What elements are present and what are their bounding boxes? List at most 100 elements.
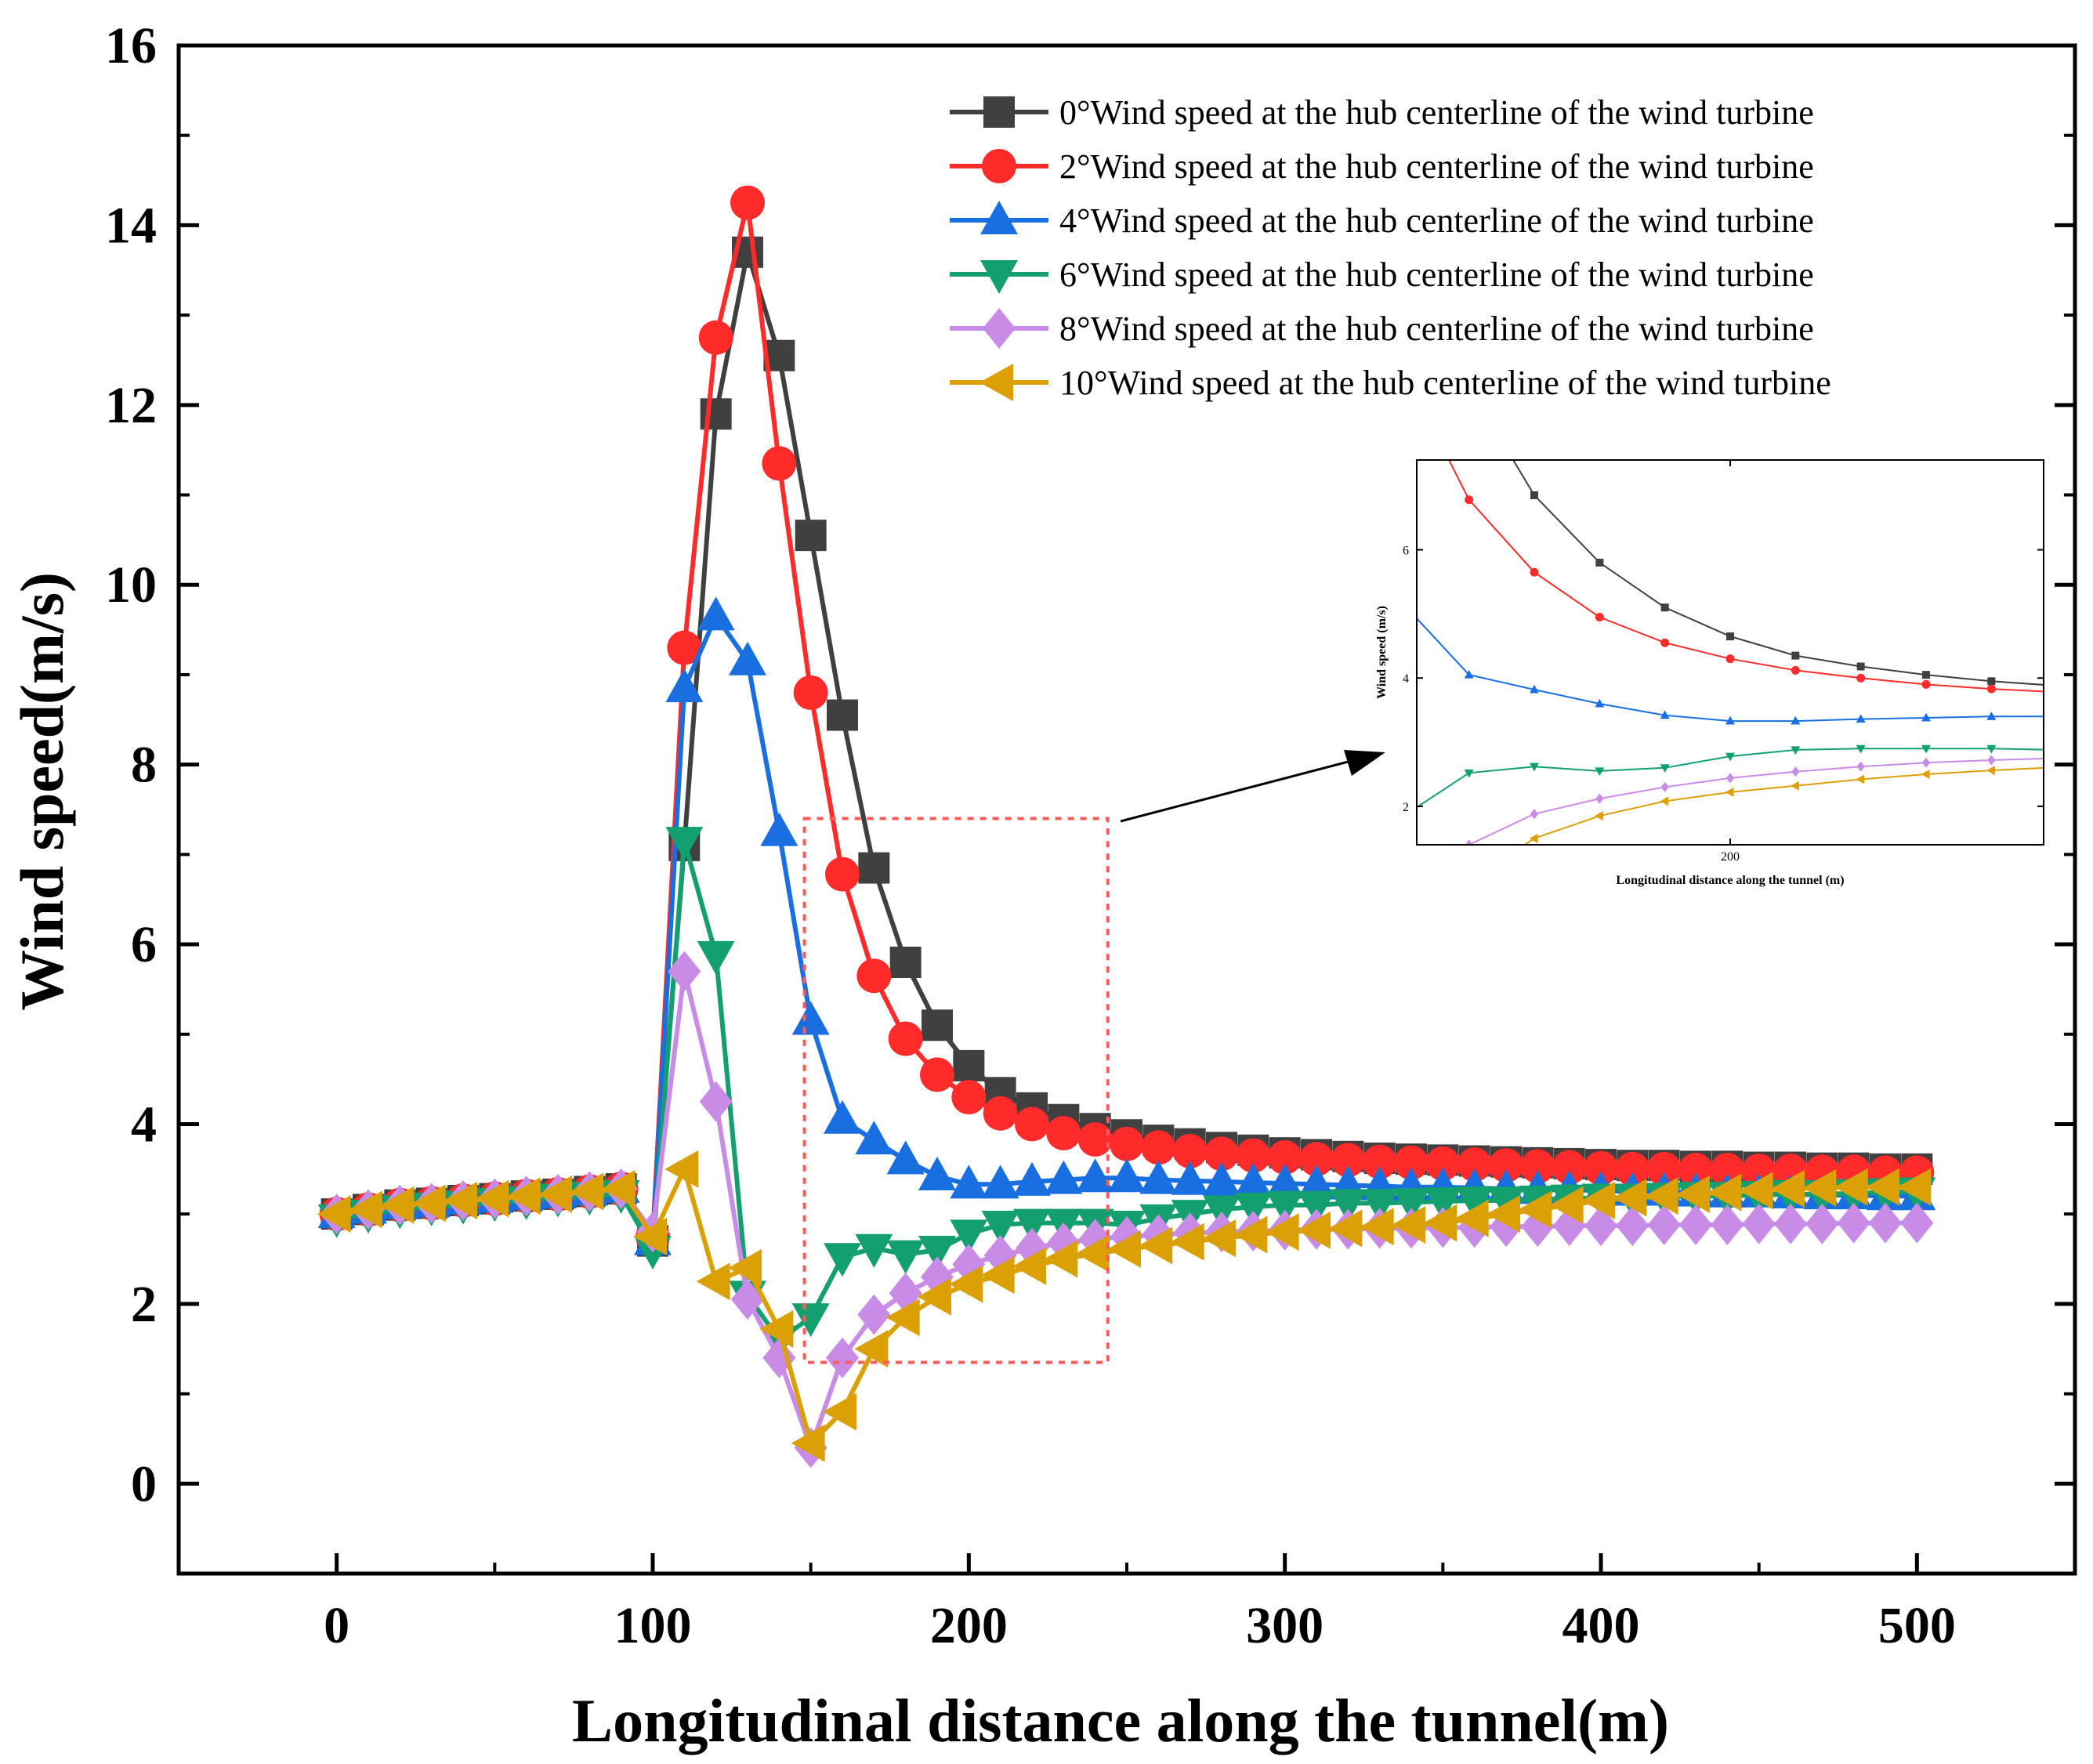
- inset-data-point-s1-17: [1530, 568, 1539, 577]
- data-point-s1-17: [856, 958, 891, 993]
- y-tick-label: 2: [131, 1276, 157, 1333]
- inset-data-point-s1-18: [1595, 613, 1604, 621]
- data-point-s0-20: [953, 1050, 984, 1081]
- legend-item-4: 8°Wind speed at the hub centerline of th…: [950, 308, 1814, 349]
- data-point-s0-17: [858, 853, 889, 884]
- data-point-s1-15: [794, 676, 828, 710]
- data-point-s1-22: [1015, 1107, 1049, 1141]
- inset-data-point-s4-15: [1400, 904, 1408, 914]
- series-3: [318, 827, 1936, 1360]
- data-point-s2-28: [1203, 1162, 1240, 1196]
- y-axis-title: Wind speed(m/s): [8, 572, 76, 1011]
- x-tick-label: 500: [1878, 1597, 1956, 1654]
- x-tick-label: 100: [614, 1597, 692, 1654]
- legend-label: 8°Wind speed at the hub centerline of th…: [1059, 310, 1814, 348]
- data-point-s3-15: [792, 1303, 830, 1337]
- data-point-s1-24: [1078, 1122, 1113, 1157]
- inset-data-point-s5-14: [1334, 820, 1342, 829]
- legend-item-1: 2°Wind speed at the hub centerline of th…: [950, 147, 1814, 186]
- data-point-s1-23: [1046, 1116, 1081, 1150]
- data-point-s1-14: [762, 446, 796, 480]
- data-point-s4-46: [1774, 1204, 1807, 1244]
- inset-data-point-s1-16: [1465, 495, 1473, 504]
- legend-item-2: 4°Wind speed at the hub centerline of th…: [950, 201, 1814, 240]
- data-point-s2-15: [792, 1002, 830, 1035]
- data-point-s1-13: [730, 186, 765, 220]
- data-point-s3-16: [824, 1243, 861, 1277]
- data-point-s0-18: [890, 947, 922, 978]
- inset-background: [1417, 460, 2044, 845]
- inset-x-tick-label: 200: [1721, 850, 1740, 864]
- series-line-4: [337, 972, 1917, 1448]
- x-tick-label: 0: [324, 1597, 349, 1654]
- legend-item-0: 0°Wind speed at the hub centerline of th…: [950, 93, 1814, 132]
- zoom-arrow-line: [1121, 760, 1354, 821]
- data-point-s4-47: [1805, 1204, 1838, 1244]
- zoom-indicator: [805, 750, 1385, 1362]
- y-tick-label: 12: [105, 377, 157, 434]
- inset-x-axis-title: Longitudinal distance along the tunnel (…: [1616, 874, 1844, 887]
- legend-label: 0°Wind speed at the hub centerline of th…: [1059, 93, 1814, 132]
- zoom-arrow-head: [1344, 750, 1385, 776]
- inset-data-point-s0-25: [2053, 682, 2061, 690]
- legend-marker: [980, 260, 1018, 294]
- y-tick-label: 0: [131, 1455, 157, 1512]
- x-tick-label: 300: [1246, 1597, 1324, 1654]
- legend-marker: [980, 364, 1013, 401]
- data-point-s2-27: [1171, 1161, 1209, 1195]
- inset-data-point-s5-16: [1464, 878, 1472, 888]
- y-tick-label: 10: [105, 556, 157, 614]
- y-tick-label: 16: [105, 17, 157, 74]
- y-tick-label: 4: [131, 1096, 157, 1153]
- data-point-s0-19: [922, 1009, 953, 1041]
- inset-data-point-s2-14: [1334, 465, 1343, 473]
- inset-data-point-s0-24: [1987, 677, 1995, 685]
- inset-data-point-s0-20: [1726, 632, 1734, 640]
- legend-item-5: 10°Wind speed at the hub centerline of t…: [950, 364, 1831, 402]
- data-point-s1-20: [951, 1080, 986, 1114]
- x-axis-title: Longitudinal distance along the tunnel(m…: [572, 1686, 1669, 1755]
- data-point-s5-11: [664, 1150, 698, 1188]
- inset-data-point-s5-15: [1399, 901, 1407, 911]
- legend-marker: [983, 96, 1015, 128]
- data-point-s1-21: [983, 1096, 1018, 1131]
- data-point-s2-19: [918, 1157, 956, 1190]
- inset-data-point-s3-14: [1334, 828, 1343, 837]
- data-point-s2-24: [1077, 1158, 1114, 1192]
- legend-marker: [982, 149, 1016, 183]
- inset-data-point-s2-15: [1399, 599, 1408, 608]
- x-tick-label: 200: [930, 1597, 1008, 1654]
- inset-data-point-s0-21: [1791, 652, 1799, 660]
- inset-data-point-s4-14: [1334, 840, 1343, 850]
- inset-data-point-s0-19: [1661, 603, 1669, 611]
- legend-label: 10°Wind speed at the hub centerline of t…: [1059, 364, 1831, 402]
- data-point-s1-16: [825, 857, 860, 892]
- legend-label: 4°Wind speed at the hub centerline of th…: [1059, 201, 1814, 240]
- data-point-s4-45: [1743, 1204, 1776, 1244]
- x-tick-label: 400: [1563, 1597, 1640, 1654]
- y-tick-label: 14: [105, 197, 157, 254]
- inset-data-point-s0-23: [1922, 671, 1930, 679]
- y-tick-label: 8: [131, 737, 157, 794]
- data-point-s0-15: [795, 520, 827, 551]
- inset-data-point-s3-25: [2052, 746, 2062, 755]
- inset-data-point-s2-25: [2052, 712, 2062, 720]
- series-5: [317, 1150, 1932, 1462]
- inset-data-point-s1-25: [2052, 688, 2061, 697]
- data-point-s2-14: [760, 813, 798, 846]
- inset-data-point-s1-22: [1856, 674, 1865, 683]
- y-tick-label: 6: [131, 916, 157, 973]
- data-point-s4-44: [1711, 1204, 1744, 1245]
- inset-y-axis-title: Wind speed (m/s): [1375, 606, 1389, 699]
- data-point-s1-25: [1110, 1127, 1144, 1161]
- data-point-s2-16: [824, 1100, 861, 1134]
- inset-data-point-s0-17: [1530, 491, 1538, 499]
- data-point-s1-26: [1141, 1130, 1175, 1165]
- legend-marker: [980, 201, 1018, 234]
- inset-y-tick-label: 6: [1403, 545, 1409, 558]
- inset-data-point-s1-24: [1987, 685, 1996, 694]
- series-line-5: [337, 1169, 1917, 1443]
